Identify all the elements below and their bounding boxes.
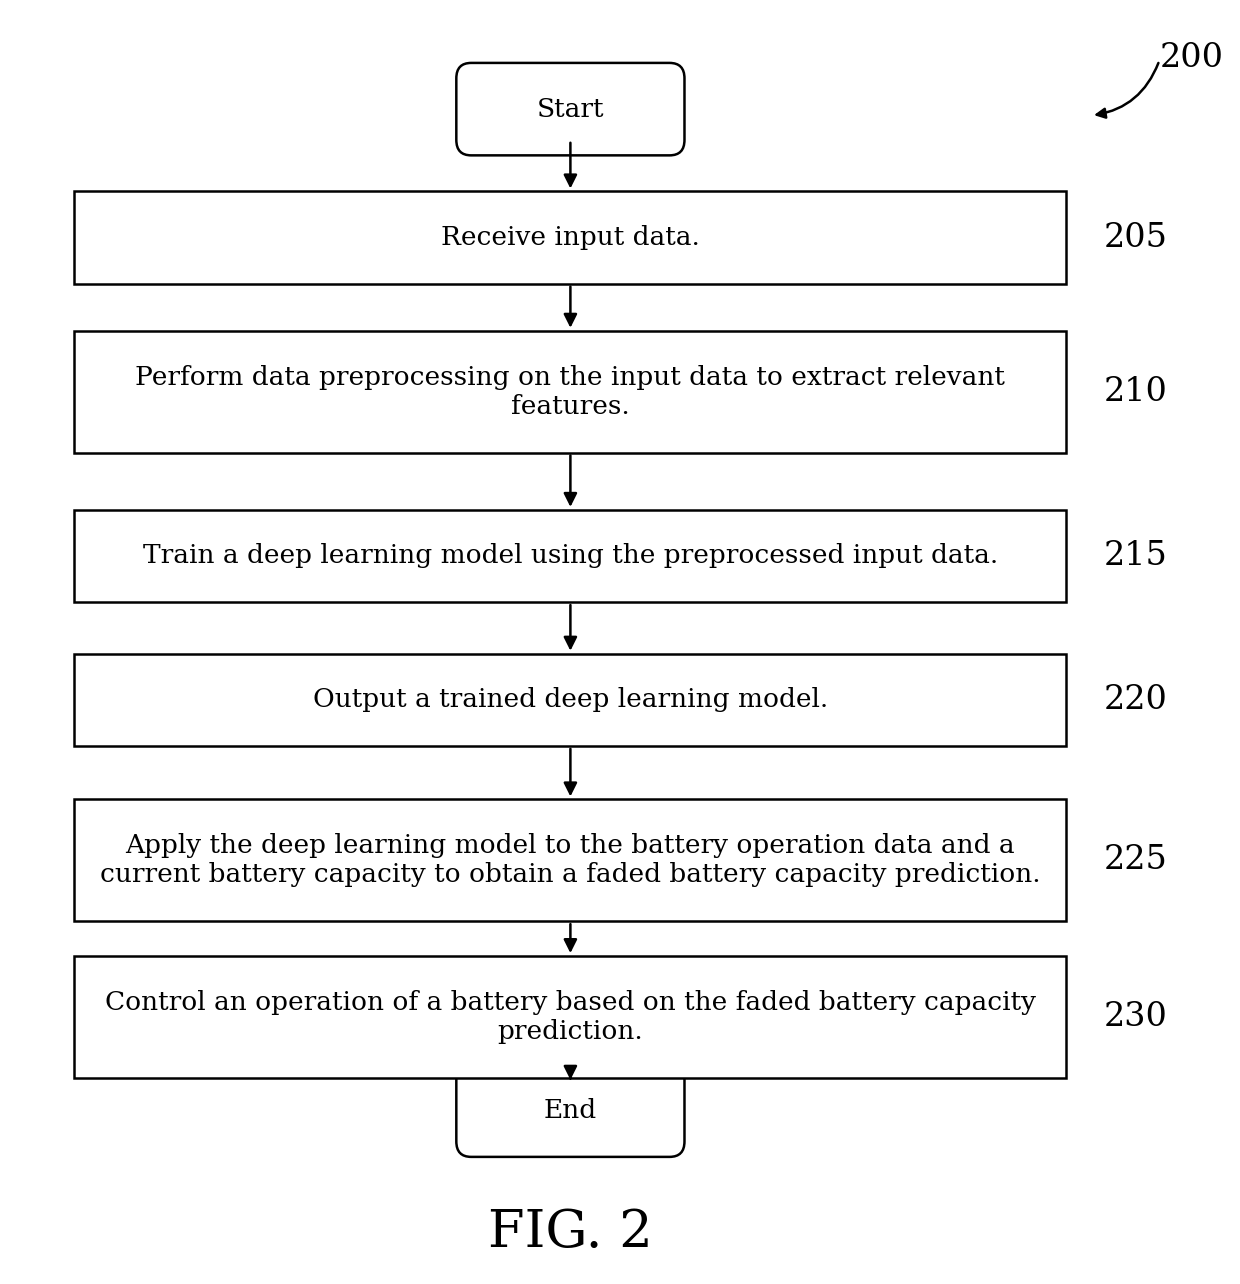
FancyBboxPatch shape [74,654,1066,746]
Text: Receive input data.: Receive input data. [441,225,699,250]
FancyBboxPatch shape [74,955,1066,1079]
Text: 220: 220 [1104,684,1168,715]
Text: Control an operation of a battery based on the faded battery capacity
prediction: Control an operation of a battery based … [105,990,1035,1044]
FancyBboxPatch shape [456,1064,684,1157]
Text: Perform data preprocessing on the input data to extract relevant
features.: Perform data preprocessing on the input … [135,365,1006,419]
Text: 230: 230 [1104,1002,1168,1032]
FancyBboxPatch shape [74,191,1066,284]
Text: End: End [544,1098,596,1124]
Text: Start: Start [537,96,604,122]
Text: Apply the deep learning model to the battery operation data and a
current batter: Apply the deep learning model to the bat… [100,833,1040,887]
Text: 200: 200 [1159,42,1224,73]
Text: FIG. 2: FIG. 2 [489,1207,652,1258]
Text: 205: 205 [1104,222,1168,253]
Text: Train a deep learning model using the preprocessed input data.: Train a deep learning model using the pr… [143,543,998,569]
FancyBboxPatch shape [74,331,1066,453]
FancyBboxPatch shape [74,510,1066,602]
Text: 210: 210 [1104,376,1168,407]
Text: 225: 225 [1104,845,1168,876]
Text: 215: 215 [1104,541,1168,571]
FancyBboxPatch shape [456,63,684,155]
Text: Output a trained deep learning model.: Output a trained deep learning model. [312,687,828,713]
FancyBboxPatch shape [74,799,1066,922]
